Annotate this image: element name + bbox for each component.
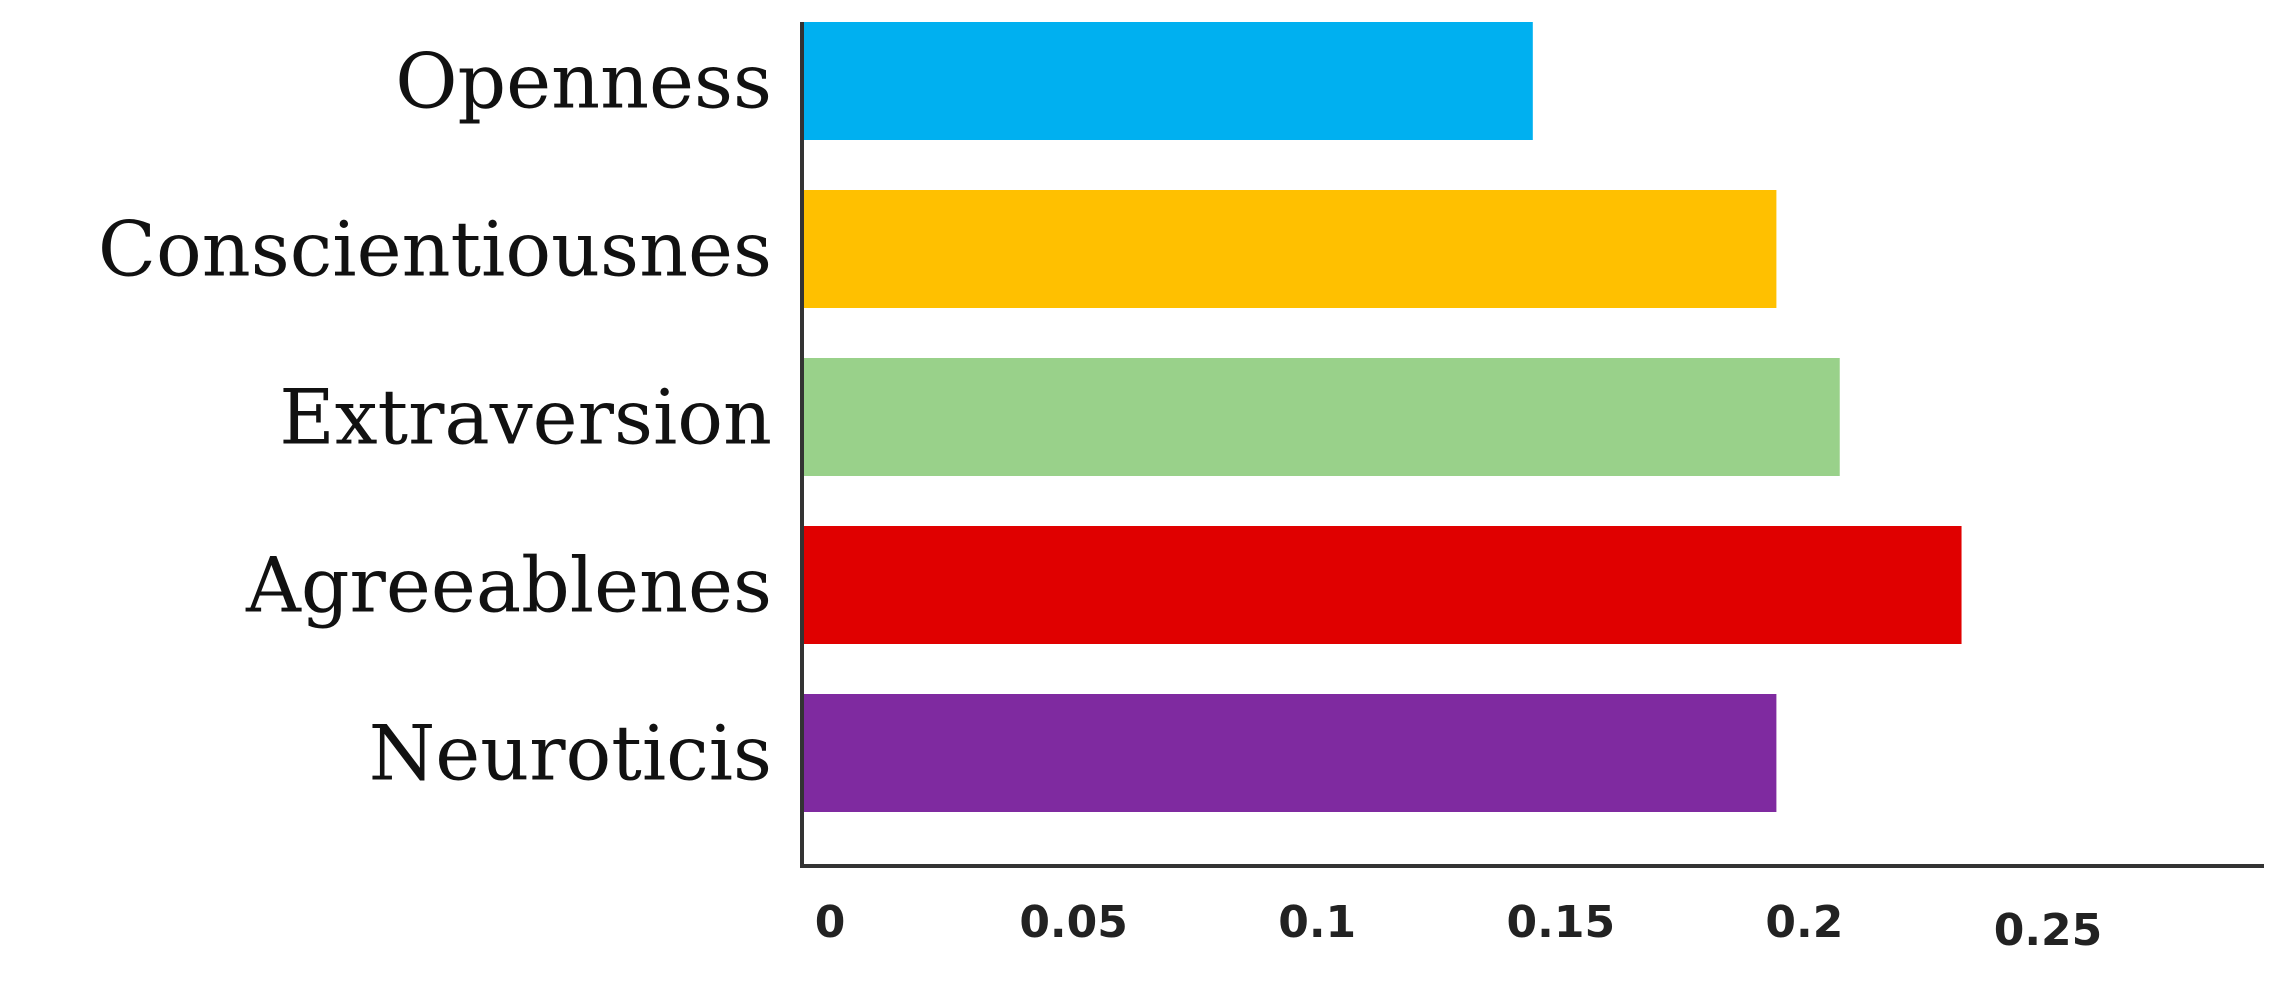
- bar-extraversion: [802, 358, 1840, 476]
- category-label-extraversion: Extraversion: [279, 373, 772, 462]
- bars-group: [802, 22, 1962, 812]
- category-label-neuroticis: Neuroticis: [369, 709, 772, 798]
- category-labels: Openness Conscientiousnes Extraversion Agre…: [98, 37, 772, 798]
- bar-conscientiousnes: [802, 190, 1777, 308]
- x-tick-label: 0.25: [1994, 905, 2103, 956]
- x-tick-label: 0.2: [1765, 897, 1843, 948]
- bar-neuroticis: [802, 694, 1777, 812]
- x-tick-label: 0.1: [1278, 897, 1356, 948]
- category-label-openness: Openness: [395, 37, 772, 126]
- category-label-agreeablenes: Agreeablenes: [245, 541, 772, 630]
- x-tick-label: 0: [815, 897, 846, 948]
- x-tick-label: 0.15: [1507, 897, 1616, 948]
- bar-openness: [802, 22, 1533, 140]
- category-label-conscientiousnes: Conscientiousnes: [98, 205, 772, 294]
- bar-agreeablenes: [802, 526, 1962, 644]
- x-tick-label: 0.05: [1019, 897, 1128, 948]
- x-tick-labels: 0 0.05 0.1 0.15 0.2 0.25: [815, 897, 2103, 956]
